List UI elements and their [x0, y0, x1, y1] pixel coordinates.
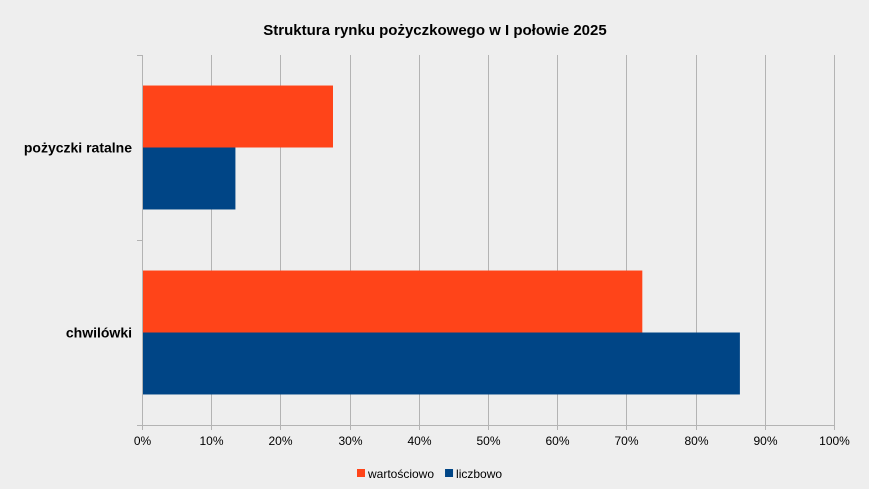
category-label: chwilówki — [66, 325, 132, 341]
x-tick-label: 90% — [753, 434, 777, 448]
bar — [142, 270, 643, 333]
legend-label: wartościowo — [367, 467, 434, 481]
axis-layer: 0% 10% 20% 30% 40% 50% 60% 70% 80% 90% 100% pożyczk… — [24, 55, 850, 448]
x-tick-label: 70% — [614, 434, 638, 448]
x-tick-label: 100% — [819, 434, 850, 448]
category-label: pożyczki ratalne — [24, 140, 132, 156]
legend: wartościowo liczbowo — [357, 467, 502, 481]
legend-swatch — [357, 469, 365, 477]
bar — [142, 147, 236, 210]
x-tick-label: 50% — [476, 434, 500, 448]
legend-label: liczbowo — [456, 467, 502, 481]
x-tick-label: 10% — [199, 434, 223, 448]
legend-swatch — [445, 469, 454, 477]
x-tick-label: 40% — [407, 434, 431, 448]
x-tick-label: 30% — [338, 434, 362, 448]
x-tick-label: 20% — [268, 434, 292, 448]
x-tick-label: 0% — [134, 434, 152, 448]
bars-layer — [142, 85, 740, 395]
x-tick-label: 80% — [684, 434, 708, 448]
bar — [142, 85, 333, 148]
x-tick-label: 60% — [545, 434, 569, 448]
chart-title: Struktura rynku pożyczkowego w I połowie… — [263, 22, 606, 39]
bar — [142, 332, 740, 395]
